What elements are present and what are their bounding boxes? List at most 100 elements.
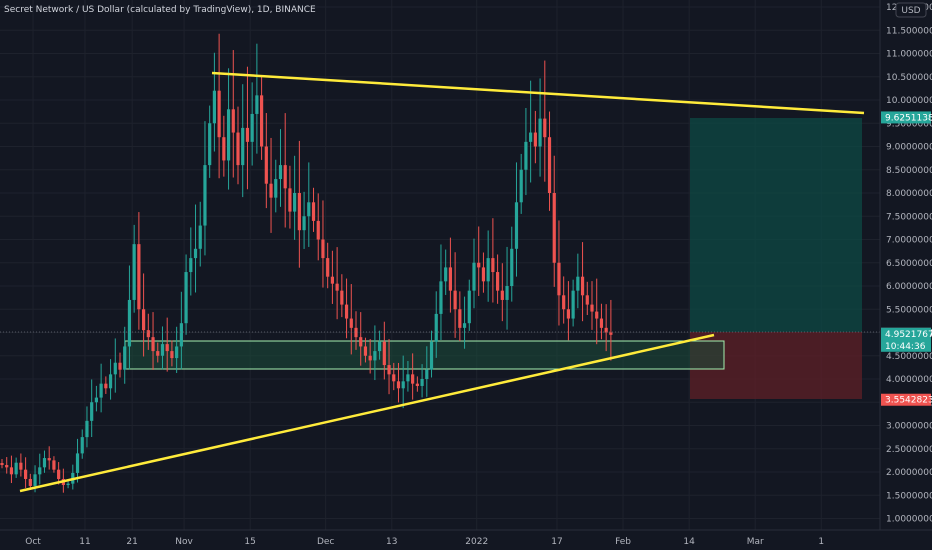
candle [529,80,533,183]
candle-body [363,346,368,356]
lower-trendline[interactable] [19,333,715,493]
candle-body [19,462,23,470]
candle [75,438,80,483]
candle [354,311,358,350]
candle [288,165,292,229]
candle-body [118,362,122,370]
time-tick-label: 1 [818,537,824,547]
candle-body [496,272,500,291]
currency-button[interactable]: USD [895,2,927,18]
current-price-tag-bg [881,327,931,352]
candle-body [123,346,127,370]
candle [429,330,434,378]
time-tick-label: 21 [126,537,137,547]
time-tick-label: Mar [747,537,764,547]
time-tick-label: 13 [386,537,397,547]
candle [28,473,32,490]
price-tick-label: 2.00000000 [886,468,932,478]
target-zone [690,118,862,332]
candle-body [226,109,231,161]
candle [189,227,193,296]
candle [255,43,259,154]
price-tick-label: 8.50000000 [886,166,932,176]
price-tick-label: 10.50000000 [886,73,932,83]
candle-body [47,458,51,461]
candle-body [552,193,556,263]
candle [217,33,221,179]
candle-body [547,137,552,193]
candle-body [52,460,56,470]
upper-trendline[interactable] [211,71,865,115]
price-tick-label: 3.00000000 [886,422,932,432]
price-tick-label: 7.00000000 [886,236,932,246]
candle [401,355,405,409]
candle [571,279,575,327]
candle [123,326,127,384]
price-axis[interactable]: 1.00000000 1.50000000 2.00000000 2.50000000… [886,3,932,525]
candle-body [245,127,250,142]
candle [297,140,301,268]
candle [231,50,235,178]
candle-body [411,374,415,384]
candle-body [165,344,169,352]
candle [359,312,363,366]
candle [514,162,519,277]
price-tick-label: 4.00000000 [886,375,932,385]
candle-body [24,469,28,479]
candle [448,237,452,313]
candle [316,193,320,261]
candle-body [429,341,434,370]
candle [241,84,245,198]
candle [609,299,613,361]
candle-body [269,183,273,198]
time-axis[interactable]: Oct 11 21 Nov 15 Dec 13 2022 17 Feb 14 Mar 1 [25,537,824,547]
price-tick-label: 9.50000000 [886,119,932,129]
time-tick-label: 2022 [465,537,488,547]
candle [264,113,268,209]
currency-label: USD [901,6,920,16]
price-tick-label: 9.00000000 [886,143,932,153]
candle [576,253,580,309]
candle-body [288,188,292,212]
candle-body [326,258,330,277]
candle [293,155,297,240]
candle [519,153,523,214]
candle [179,291,183,370]
target-price-tag-label: 9.62511382 [885,113,932,123]
candle-body [28,478,32,486]
candle [604,304,608,352]
candle [307,162,311,247]
candle-body [283,165,287,189]
candle-body [472,262,476,291]
candle-body [151,337,155,352]
candle-body [444,267,448,282]
candle-body [349,318,353,328]
candle-body [108,374,113,389]
candle [24,457,28,488]
candle [420,364,424,398]
candle-body [368,355,372,361]
candle [160,326,165,370]
candle [5,457,9,474]
candle [387,339,391,395]
candle-body [477,262,481,268]
candle-body [156,351,160,356]
candle [580,242,585,322]
candle-body [576,276,580,291]
candle-body [146,330,150,338]
candle-body [519,169,523,203]
candle-body [486,258,490,282]
candle-body [458,309,462,328]
candle [245,66,250,190]
candle-body [260,95,264,147]
candle-body [274,179,278,198]
candle-body [580,276,585,296]
candle-body [231,109,235,133]
candle [321,200,325,288]
candle-body [500,290,504,300]
candle-body [33,474,37,486]
candle-body [401,381,405,389]
candle [19,453,23,477]
candle [552,155,556,287]
